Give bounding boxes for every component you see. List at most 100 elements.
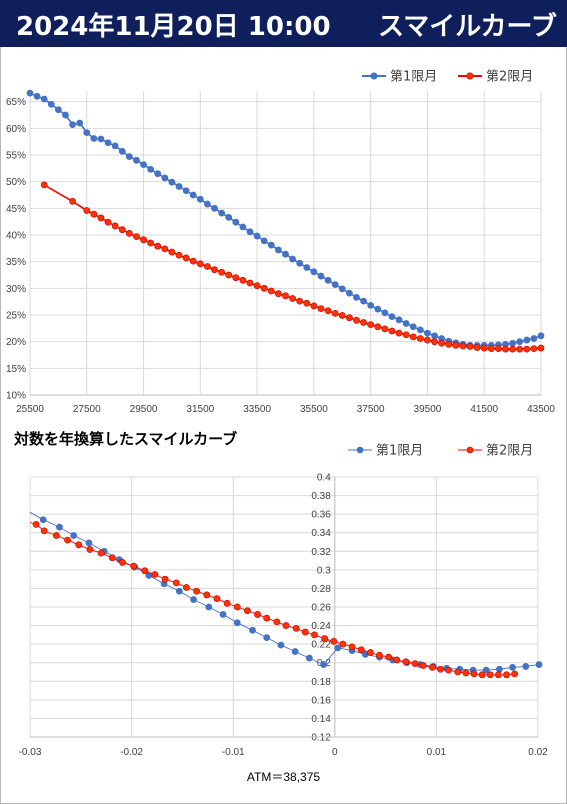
- data-point-series-2: [282, 292, 289, 300]
- data-point-series-1: [218, 209, 226, 217]
- data-point-series-1: [289, 255, 296, 263]
- header-date-time: 2024年11月20日 10:00: [16, 12, 331, 42]
- data-point-series-2: [104, 218, 112, 226]
- data-point-series-2: [168, 248, 176, 256]
- data-point-series-2: [64, 536, 71, 544]
- data-point-series-1: [267, 241, 275, 249]
- data-point-series-2: [495, 345, 502, 352]
- data-point-series-1: [345, 289, 353, 297]
- data-point-series-1: [338, 285, 346, 293]
- data-point-series-1: [246, 228, 254, 236]
- data-point-series-2: [416, 335, 424, 342]
- x-tick-label: 0: [332, 747, 338, 758]
- data-point-series-1: [303, 264, 311, 271]
- data-point-series-1: [263, 634, 271, 642]
- data-point-series-1: [182, 187, 190, 195]
- data-point-series-2: [402, 658, 410, 666]
- data-point-series-1: [40, 95, 48, 103]
- data-point-series-1: [381, 309, 389, 317]
- data-point-series-1: [482, 666, 490, 674]
- y-tick-label: 0.24: [311, 621, 331, 632]
- data-point-series-2: [273, 618, 281, 626]
- data-point-series-1: [118, 147, 126, 155]
- x-tick-label: 29500: [130, 404, 158, 415]
- data-point-series-2: [478, 671, 486, 679]
- data-point-series-1: [495, 665, 503, 673]
- data-point-series-2: [357, 646, 365, 654]
- atm-label: ATM＝38,375: [246, 770, 321, 784]
- data-point-series-1: [537, 332, 545, 340]
- x-tick-label: 39500: [414, 404, 442, 415]
- y-tick-label: 0.4: [317, 473, 331, 484]
- data-point-series-1: [83, 129, 91, 136]
- data-point-series-2: [431, 338, 438, 346]
- data-point-series-2: [411, 660, 419, 668]
- data-point-series-2: [254, 611, 261, 618]
- legend-label-1: 第1限月: [390, 70, 437, 85]
- data-point-series-1: [140, 161, 147, 168]
- data-point-series-1: [85, 539, 93, 547]
- data-point-series-1: [232, 218, 240, 226]
- data-point-series-2: [445, 340, 453, 348]
- data-point-series-2: [69, 197, 76, 205]
- legend-marker-1: [356, 446, 364, 454]
- data-point-series-2: [130, 562, 138, 570]
- legend-label-2: 第2限月: [486, 444, 533, 459]
- data-point-series-2: [111, 222, 119, 230]
- x-tick-label: -0.02: [120, 747, 143, 758]
- data-point-series-2: [317, 305, 325, 312]
- data-point-series-2: [338, 312, 346, 319]
- data-point-series-1: [296, 259, 304, 267]
- data-point-series-1: [331, 281, 339, 288]
- data-point-series-2: [154, 242, 162, 250]
- data-point-series-1: [523, 336, 531, 344]
- data-point-series-2: [175, 251, 183, 259]
- y-tick-label: 25%: [6, 311, 26, 322]
- data-point-series-1: [104, 139, 112, 147]
- data-point-series-1: [353, 293, 360, 301]
- data-point-series-2: [537, 344, 545, 352]
- legend-marker-2: [466, 446, 474, 454]
- data-point-series-1: [324, 276, 332, 284]
- data-point-series-2: [480, 344, 488, 352]
- data-point-series-1: [33, 92, 41, 100]
- y-tick-label: 10%: [6, 391, 26, 402]
- data-point-series-2: [424, 336, 431, 344]
- data-point-series-2: [211, 266, 218, 274]
- data-point-series-1: [253, 232, 261, 240]
- data-point-series-2: [374, 323, 382, 331]
- data-point-series-1: [190, 596, 197, 603]
- y-tick-label: 0.38: [311, 491, 331, 502]
- data-point-series-1: [154, 170, 162, 178]
- x-tick-label: 43500: [527, 404, 555, 415]
- data-point-series-2: [275, 290, 282, 298]
- data-point-series-2: [395, 329, 403, 337]
- y-tick-label: 0.28: [311, 584, 331, 595]
- data-point-series-1: [334, 644, 342, 652]
- data-point-series-1: [62, 111, 69, 119]
- data-point-series-2: [86, 546, 94, 553]
- data-point-series-2: [509, 345, 517, 353]
- header-title: スマイルカーブ: [378, 12, 557, 42]
- data-point-series-2: [40, 527, 48, 535]
- y-tick-label: 30%: [6, 284, 26, 295]
- y-tick-label: 0.16: [311, 695, 331, 706]
- data-point-series-2: [360, 319, 367, 326]
- data-point-series-2: [97, 549, 105, 557]
- data-point-series-1: [56, 523, 63, 531]
- y-tick-label: 40%: [6, 231, 26, 242]
- data-point-series-1: [535, 661, 543, 668]
- data-point-series-2: [225, 271, 233, 279]
- x-tick-label: 25500: [16, 404, 44, 415]
- data-point-series-1: [204, 200, 211, 208]
- y-tick-label: 0.26: [311, 603, 331, 614]
- y-tick-label: 0.22: [311, 640, 331, 651]
- data-point-series-2: [487, 345, 495, 352]
- data-point-series-1: [360, 297, 367, 305]
- data-point-series-2: [53, 532, 60, 539]
- data-point-series-2: [204, 263, 211, 270]
- data-point-series-1: [147, 165, 155, 173]
- y-tick-label: 60%: [6, 124, 26, 135]
- data-point-series-2: [409, 333, 417, 341]
- data-point-series-1: [402, 320, 410, 327]
